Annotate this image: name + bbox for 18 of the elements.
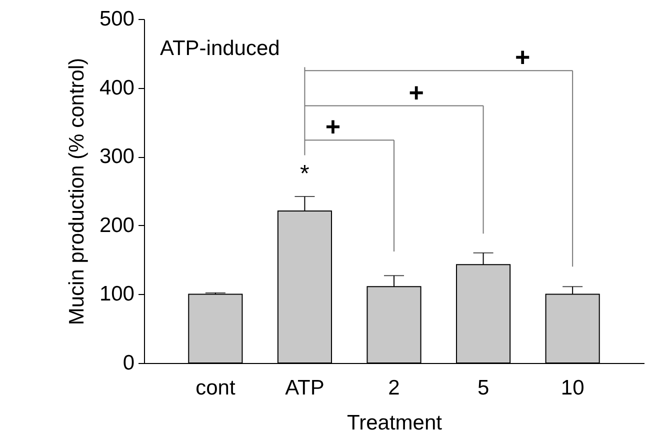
y-axis-title: Mucin production (% control) xyxy=(65,58,88,326)
y-tick-label: 300 xyxy=(99,145,134,168)
x-axis-title: Treatment xyxy=(347,412,442,434)
y-tick-label: 200 xyxy=(99,214,134,237)
annotation: + xyxy=(514,42,530,72)
x-tick-label: cont xyxy=(196,376,236,400)
annotation: + xyxy=(325,112,341,142)
y-tick-label: 400 xyxy=(99,76,134,100)
x-tick-label: ATP xyxy=(285,376,324,400)
x-tick-label: 2 xyxy=(388,376,400,400)
x-tick-label: 5 xyxy=(477,376,490,400)
annotation: + xyxy=(408,77,424,108)
annotation: ATP-induced xyxy=(160,37,280,60)
annotation: * xyxy=(300,160,310,188)
y-tick-label: 500 xyxy=(99,8,134,30)
y-tick-label: 100 xyxy=(99,282,134,306)
x-tick-label: 10 xyxy=(560,376,584,400)
y-tick-label: 0 xyxy=(122,352,134,374)
